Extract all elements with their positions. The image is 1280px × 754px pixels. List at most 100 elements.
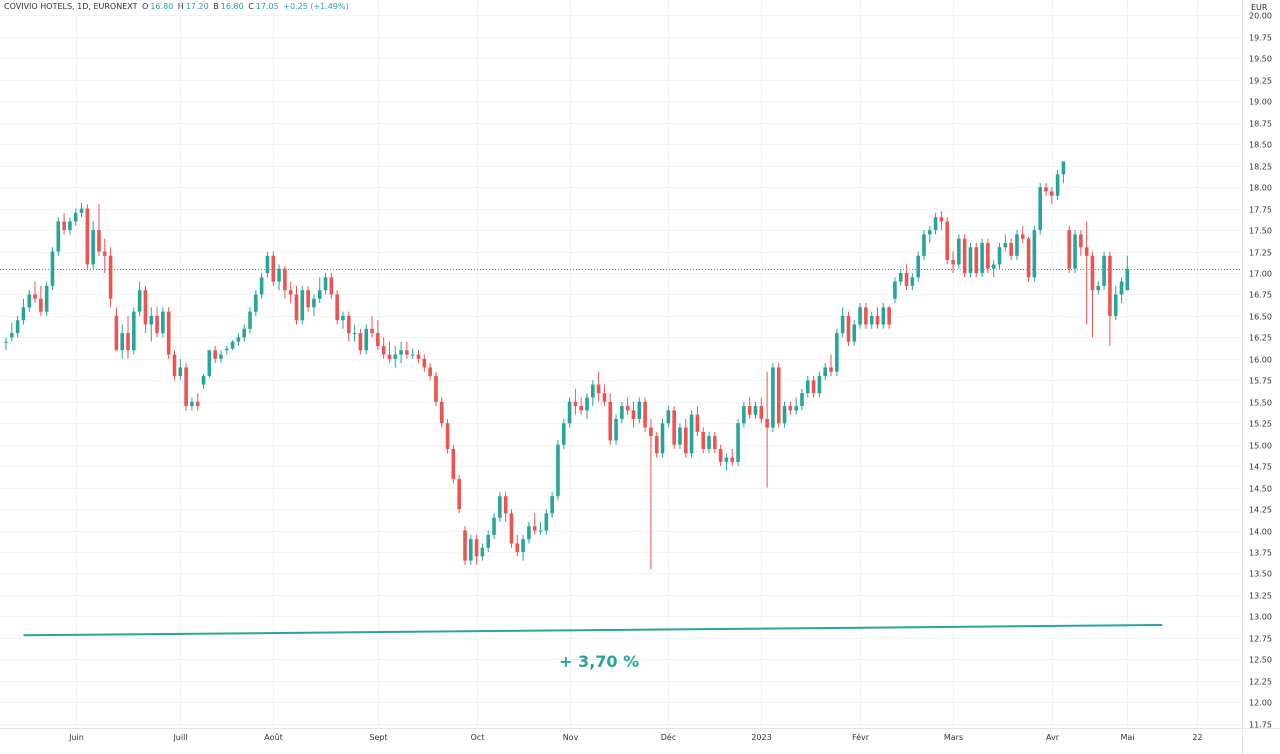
candle-body xyxy=(898,273,903,282)
candle-body xyxy=(503,496,508,514)
candle-body xyxy=(835,333,839,372)
candle-body xyxy=(39,298,43,312)
candle-body xyxy=(1055,174,1060,196)
candle-body xyxy=(27,294,32,308)
time-tick-label: Avr xyxy=(1046,733,1060,742)
candle-body xyxy=(294,294,299,321)
candle-body xyxy=(469,539,473,561)
candle-body xyxy=(405,350,409,355)
candle-body xyxy=(515,543,520,553)
candle-body xyxy=(1125,268,1130,291)
candle-body xyxy=(236,337,241,342)
candle-body xyxy=(1038,187,1042,231)
candle-body xyxy=(840,315,845,334)
candle-body xyxy=(951,260,955,265)
time-tick-label: Mars xyxy=(944,733,963,742)
candle-body xyxy=(695,414,700,432)
candle-body xyxy=(846,315,851,342)
price-tick-label: 12.75 xyxy=(1249,635,1272,644)
candle-body xyxy=(701,431,705,449)
candle-body xyxy=(248,311,252,329)
candle-body xyxy=(428,367,432,377)
candle-body xyxy=(155,315,159,334)
price-tick-label: 20.00 xyxy=(1249,12,1272,21)
candle-body xyxy=(1090,255,1095,291)
candle-body xyxy=(33,294,37,299)
candle-body xyxy=(747,406,752,415)
candle-body xyxy=(550,496,554,514)
candle-body xyxy=(56,221,61,252)
candle-body xyxy=(259,277,264,295)
open-label: O xyxy=(142,2,149,11)
price-tick-label: 15.75 xyxy=(1249,377,1272,386)
candle-body xyxy=(625,406,630,411)
candle-body xyxy=(742,406,746,424)
price-tick-label: 16.75 xyxy=(1249,291,1272,300)
price-tick-label: 14.75 xyxy=(1249,463,1272,472)
time-tick-label: 2023 xyxy=(751,733,771,742)
candle-body xyxy=(254,294,258,312)
candles xyxy=(4,161,1130,570)
candle-body xyxy=(1032,230,1037,278)
candle-body xyxy=(602,393,607,402)
price-tick-label: 13.00 xyxy=(1249,613,1272,622)
price-tick-label: 13.75 xyxy=(1249,549,1272,558)
candle-body xyxy=(759,406,764,419)
time-tick-label: Déc xyxy=(661,732,676,742)
candle-body xyxy=(149,315,154,325)
candle-body xyxy=(1073,234,1077,269)
candle-body xyxy=(980,242,984,273)
candle-body xyxy=(114,315,119,351)
trend-line xyxy=(23,623,1163,637)
candle-body xyxy=(422,358,427,368)
price-tick-label: 17.50 xyxy=(1249,227,1272,236)
candle-body xyxy=(1015,234,1019,256)
candle-body xyxy=(15,320,20,334)
candle-body xyxy=(794,406,798,411)
candle-body xyxy=(439,401,444,424)
candle-body xyxy=(323,277,328,291)
candle-body xyxy=(346,315,351,334)
candle-body xyxy=(614,418,618,441)
candle-body xyxy=(306,290,310,308)
candle-body xyxy=(21,307,26,321)
candle-body xyxy=(620,406,624,419)
price-tick-label: 16.25 xyxy=(1249,334,1272,343)
candle-body xyxy=(683,427,688,454)
price-tick-label: 12.00 xyxy=(1249,699,1272,708)
candle-body xyxy=(265,255,270,273)
candle-body xyxy=(730,457,735,462)
low-value: 16.80 xyxy=(220,2,244,11)
price-tick-label: 12.25 xyxy=(1249,678,1272,687)
candle-body xyxy=(997,247,1002,265)
candle-body xyxy=(893,281,897,299)
high-value: 17.20 xyxy=(185,2,209,11)
candle-body xyxy=(1108,255,1112,316)
price-axis[interactable]: 20.00 19.75 19.50 19.25 19.00 18.75 18.50 18.25… xyxy=(1249,3,1272,730)
time-tick-label: Févr xyxy=(852,732,870,742)
candle-body xyxy=(713,436,717,449)
candle-body xyxy=(654,436,659,454)
candle-body xyxy=(765,418,769,428)
price-tick-label: 13.25 xyxy=(1249,592,1272,601)
time-axis[interactable]: Juin Juill Août Sept Oct Nov Déc 2023 Févr Mars Av… xyxy=(68,732,1202,742)
candle-body xyxy=(213,350,217,359)
candle-body xyxy=(451,448,456,480)
candle-body xyxy=(207,350,212,377)
candle-body xyxy=(50,251,55,286)
candle-body xyxy=(393,354,398,359)
candle-body xyxy=(474,539,479,557)
candle-body xyxy=(881,307,886,325)
candle-body xyxy=(782,406,787,424)
candle-body xyxy=(329,277,334,295)
candle-body xyxy=(962,238,967,273)
candle-body xyxy=(288,290,293,295)
candle-body xyxy=(771,367,775,428)
candle-body xyxy=(637,401,642,419)
candle-body xyxy=(561,423,566,445)
candle-body xyxy=(649,427,653,437)
price-tick-label: 17.75 xyxy=(1249,206,1272,215)
candle-body xyxy=(219,354,223,359)
candle-body xyxy=(410,354,415,356)
